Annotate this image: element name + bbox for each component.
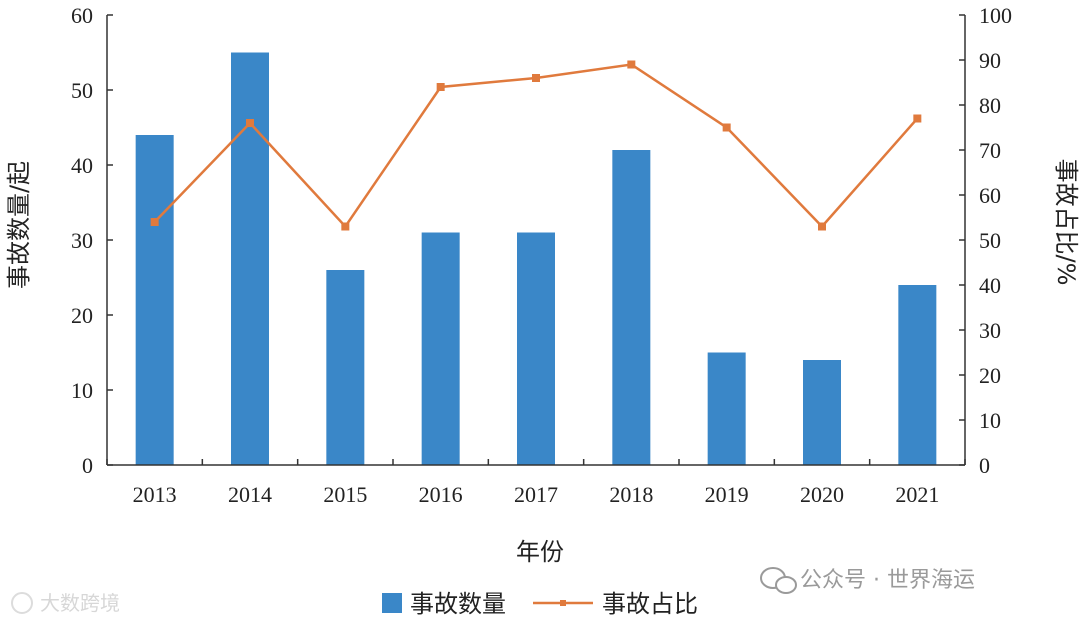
line-path <box>153 63 919 229</box>
y-right-tick-label-10: 10 <box>979 408 1001 433</box>
x-tick-labels: 2013 2014 2015 2016 2017 2018 2019 2020 2021 <box>133 482 940 507</box>
y-left-tick-labels: 0 10 20 30 40 50 60 <box>71 3 93 478</box>
y-right-tick-label-20: 20 <box>979 363 1001 388</box>
axes <box>106 14 966 466</box>
legend-line-label: 事故占比 <box>602 590 698 618</box>
line-point-2021 <box>913 114 922 123</box>
legend-line-marker <box>560 600 566 606</box>
x-tick-label-2016: 2016 <box>419 482 463 507</box>
line-point-2020 <box>818 222 826 231</box>
bar-2015 <box>326 270 365 465</box>
watermark-left-text: 大数跨境 <box>40 591 120 615</box>
legend: 事故数量 事故占比 <box>382 590 698 618</box>
x-axis-title: 年份 <box>516 538 564 566</box>
y-right-tick-label-0: 0 <box>979 453 990 478</box>
bar-2019 <box>707 352 746 465</box>
y-right-tick-label-100: 100 <box>979 3 1012 28</box>
x-tick-label-2015: 2015 <box>323 482 367 507</box>
watermark-right: 公众号 · 世界海运 <box>760 567 975 594</box>
legend-bar-swatch <box>382 593 402 613</box>
y-right-axis-title: 事故占比/% <box>1052 159 1080 286</box>
line-point-2015 <box>341 222 350 231</box>
line-point-2018 <box>627 60 636 69</box>
watermark-logo-icon <box>11 592 33 614</box>
x-tick-label-2021: 2021 <box>895 482 939 507</box>
y-left-axis-title: 事故数量/起 <box>5 161 33 289</box>
line-point-2013 <box>150 218 159 226</box>
y-left-tick-label-30: 30 <box>71 228 93 253</box>
x-tick-label-2013: 2013 <box>133 482 177 507</box>
y-left-tick-label-60: 60 <box>71 3 93 28</box>
y-right-tick-label-50: 50 <box>979 228 1001 253</box>
wechat-icon <box>760 567 797 594</box>
y-right-tick-label-80: 80 <box>979 93 1001 118</box>
y-left-tick-label-50: 50 <box>71 78 93 103</box>
bar-2013 <box>135 135 174 465</box>
y-right-tick-label-30: 30 <box>979 318 1001 343</box>
line-point-2017 <box>532 74 540 82</box>
y-left-tick-label-0: 0 <box>82 453 93 478</box>
bar-2014 <box>231 52 269 465</box>
y-right-tick-labels: 0 10 20 30 40 50 60 70 80 90 100 <box>979 3 1012 478</box>
x-tick-label-2014: 2014 <box>228 482 272 507</box>
watermark-text: 公众号 · 世界海运 <box>800 568 975 593</box>
x-tick-label-2017: 2017 <box>514 482 558 507</box>
y-right-tick-label-40: 40 <box>979 273 1001 298</box>
bar-2018 <box>612 150 651 465</box>
y-right-tick-label-60: 60 <box>979 183 1001 208</box>
bar-series <box>135 52 937 465</box>
y-left-tick-label-20: 20 <box>71 303 93 328</box>
x-tick-label-2020: 2020 <box>800 482 844 507</box>
x-tick-label-2019: 2019 <box>705 482 749 507</box>
x-tick-label-2018: 2018 <box>609 482 653 507</box>
y-left-tick-label-40: 40 <box>71 153 93 178</box>
bar-2017 <box>517 232 555 465</box>
line-point-2016 <box>436 83 445 91</box>
line-series <box>150 60 922 231</box>
bar-2021 <box>898 285 937 465</box>
line-point-2014 <box>246 119 254 127</box>
y-right-tick-label-90: 90 <box>979 48 1001 73</box>
legend-bar-label: 事故数量 <box>410 590 506 618</box>
y-right-tick-label-70: 70 <box>979 138 1001 163</box>
bar-2016 <box>421 232 460 465</box>
watermark-left: 大数跨境 <box>11 591 120 615</box>
bar-2020 <box>803 360 841 465</box>
y-left-tick-label-10: 10 <box>71 378 93 403</box>
line-point-2019 <box>722 123 731 132</box>
